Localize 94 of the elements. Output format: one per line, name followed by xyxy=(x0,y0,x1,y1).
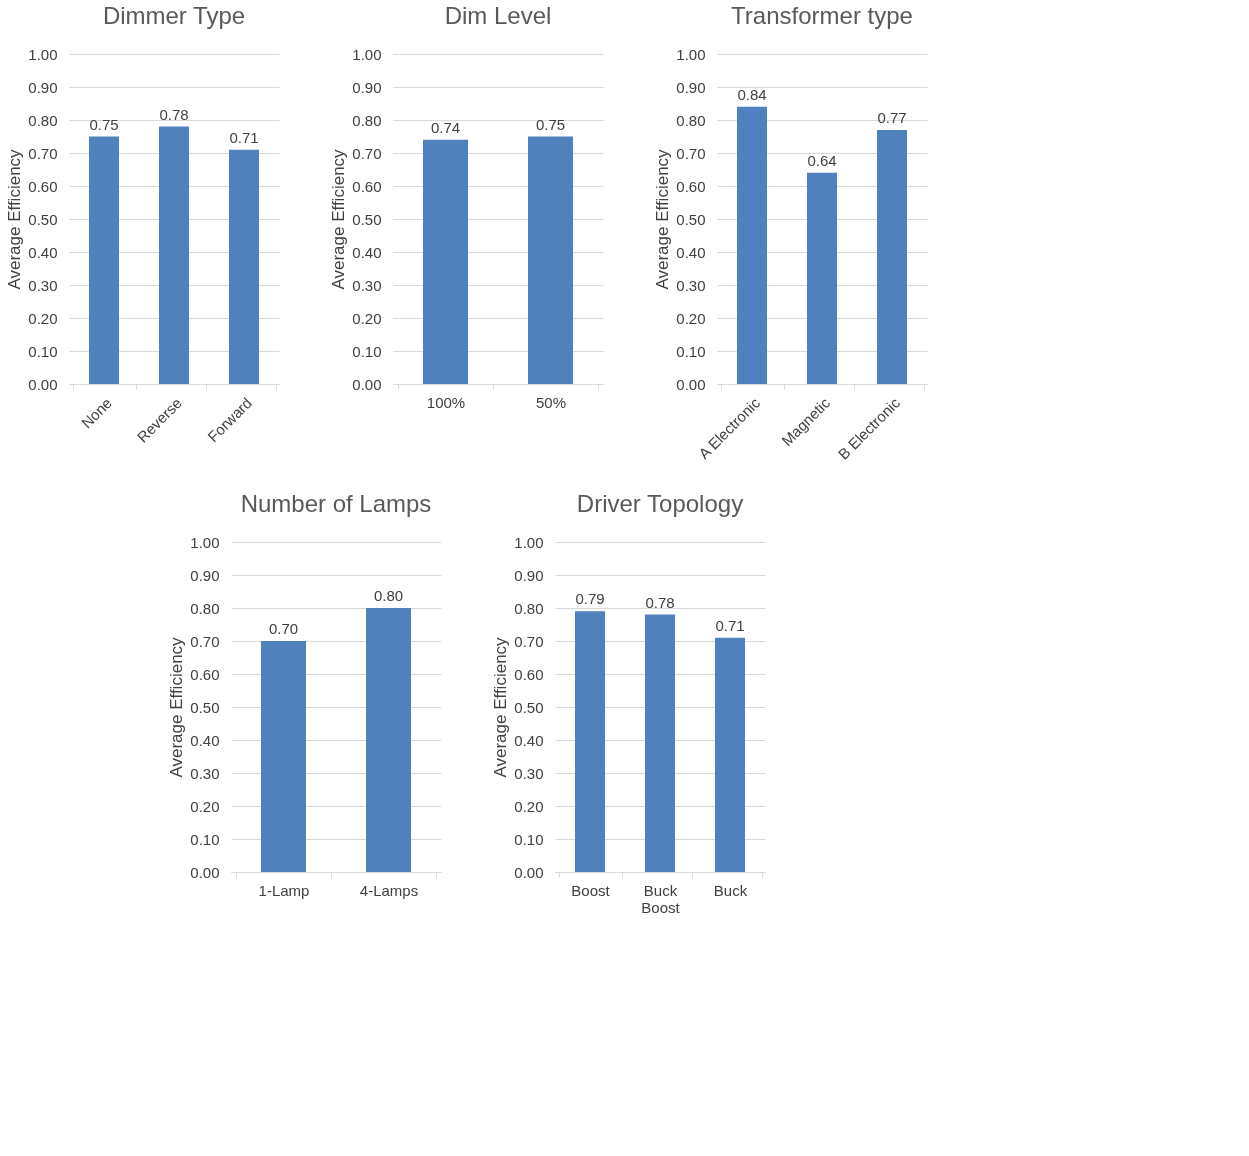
bar xyxy=(737,106,767,384)
y-tick-label: 0.40 xyxy=(676,243,706,261)
bar xyxy=(645,614,675,872)
data-label: 0.79 xyxy=(575,590,605,608)
y-tick-label: 0.20 xyxy=(676,309,706,327)
y-tick-label: 0.30 xyxy=(676,276,706,294)
x-tick-label: Buck xyxy=(713,881,748,899)
y-tick-label: 0.90 xyxy=(28,78,58,96)
data-label: 0.80 xyxy=(373,587,404,604)
data-label: 0.75 xyxy=(535,115,566,133)
y-tick-label: 0.80 xyxy=(514,599,544,617)
y-tick-label: 0.50 xyxy=(514,698,544,716)
data-label: 0.84 xyxy=(737,85,767,103)
y-tick-label: 0.60 xyxy=(28,177,58,195)
y-tick-label: 0.50 xyxy=(676,210,706,228)
x-tick-label: Buck Boost xyxy=(641,881,681,916)
y-tick-label: 0.70 xyxy=(28,144,58,162)
y-tick-label: 0.10 xyxy=(28,342,58,360)
data-label: 0.78 xyxy=(159,105,189,123)
data-label: 0.64 xyxy=(807,151,837,169)
y-tick-label: 1.00 xyxy=(514,533,544,551)
y-axis-title: Average Efficiency xyxy=(167,636,187,778)
x-tick-label: 1-Lamp xyxy=(258,881,310,899)
x-tick-label: 100% xyxy=(426,393,466,411)
bar xyxy=(877,129,907,384)
y-tick-label: 0.60 xyxy=(190,665,220,683)
y-tick-label: 0.40 xyxy=(28,243,58,261)
y-tick-label: 0.30 xyxy=(352,276,382,294)
y-tick-label: 0.30 xyxy=(28,276,58,294)
y-tick-label: 0.30 xyxy=(190,764,220,782)
y-tick-label: 0.90 xyxy=(514,566,544,584)
y-tick-label: 0.10 xyxy=(190,830,220,848)
bar xyxy=(715,637,745,872)
y-tick-label: 0.20 xyxy=(190,797,220,815)
y-tick-label: 0.20 xyxy=(514,797,544,815)
bar xyxy=(159,126,189,384)
y-tick-label: 0.90 xyxy=(190,566,220,584)
y-tick-label: 1.00 xyxy=(28,45,58,63)
y-tick-label: 0.90 xyxy=(676,78,706,96)
y-tick-label: 0.80 xyxy=(28,111,58,129)
bar xyxy=(229,149,259,384)
y-tick-label: 0.20 xyxy=(352,309,382,327)
y-tick-label: 0.00 xyxy=(352,375,382,393)
data-label: 0.77 xyxy=(877,108,907,126)
y-tick-label: 0.30 xyxy=(514,764,544,782)
y-tick-label: 0.50 xyxy=(28,210,58,228)
y-tick-label: 1.00 xyxy=(190,533,220,551)
x-tick-label: 4-Lamps xyxy=(359,881,419,899)
y-tick-label: 0.10 xyxy=(352,342,382,360)
chart-title: Dimmer Type xyxy=(102,2,246,29)
data-label: 0.78 xyxy=(645,593,675,611)
data-label: 0.71 xyxy=(715,616,745,634)
y-tick-label: 0.00 xyxy=(190,863,220,881)
y-tick-label: 0.70 xyxy=(190,632,220,650)
chart-title: Transformer type xyxy=(731,2,913,29)
chart-title: Driver Topology xyxy=(576,490,744,517)
y-tick-label: 0.80 xyxy=(352,111,382,129)
y-axis-title: Average Efficiency xyxy=(491,636,511,778)
chart-title: Dim Level xyxy=(444,2,552,29)
y-tick-label: 0.70 xyxy=(514,632,544,650)
y-axis-title: Average Efficiency xyxy=(653,148,673,290)
y-tick-label: 0.10 xyxy=(676,342,706,360)
x-tick-label: 50% xyxy=(535,393,567,411)
y-tick-label: 0.60 xyxy=(676,177,706,195)
data-label: 0.71 xyxy=(229,128,259,146)
data-label: 0.74 xyxy=(430,118,461,136)
y-tick-label: 0.00 xyxy=(676,375,706,393)
y-tick-label: 0.00 xyxy=(28,375,58,393)
y-tick-label: 1.00 xyxy=(352,45,382,63)
y-tick-label: 0.90 xyxy=(352,78,382,96)
data-label: 0.75 xyxy=(89,115,119,133)
x-tick-label: Boost xyxy=(571,881,611,899)
data-label: 0.70 xyxy=(268,620,299,637)
bar xyxy=(575,611,605,872)
y-tick-label: 0.70 xyxy=(352,144,382,162)
y-axis-title: Average Efficiency xyxy=(5,148,25,290)
y-tick-label: 0.80 xyxy=(190,599,220,617)
y-tick-label: 0.40 xyxy=(514,731,544,749)
bar xyxy=(89,136,119,384)
y-tick-label: 0.80 xyxy=(676,111,706,129)
y-tick-label: 0.20 xyxy=(28,309,58,327)
bar xyxy=(807,172,837,384)
y-tick-label: 0.70 xyxy=(676,144,706,162)
y-tick-label: 0.10 xyxy=(514,830,544,848)
y-axis-title: Average Efficiency xyxy=(329,148,349,290)
y-tick-label: 0.60 xyxy=(352,177,382,195)
y-tick-label: 0.60 xyxy=(514,665,544,683)
y-tick-label: 0.00 xyxy=(514,863,544,881)
y-tick-label: 0.40 xyxy=(352,243,382,261)
y-tick-label: 0.50 xyxy=(190,698,220,716)
y-tick-label: 0.40 xyxy=(190,731,220,749)
chart-title: Number of Lamps xyxy=(240,490,432,517)
y-tick-label: 1.00 xyxy=(676,45,706,63)
y-tick-label: 0.50 xyxy=(352,210,382,228)
